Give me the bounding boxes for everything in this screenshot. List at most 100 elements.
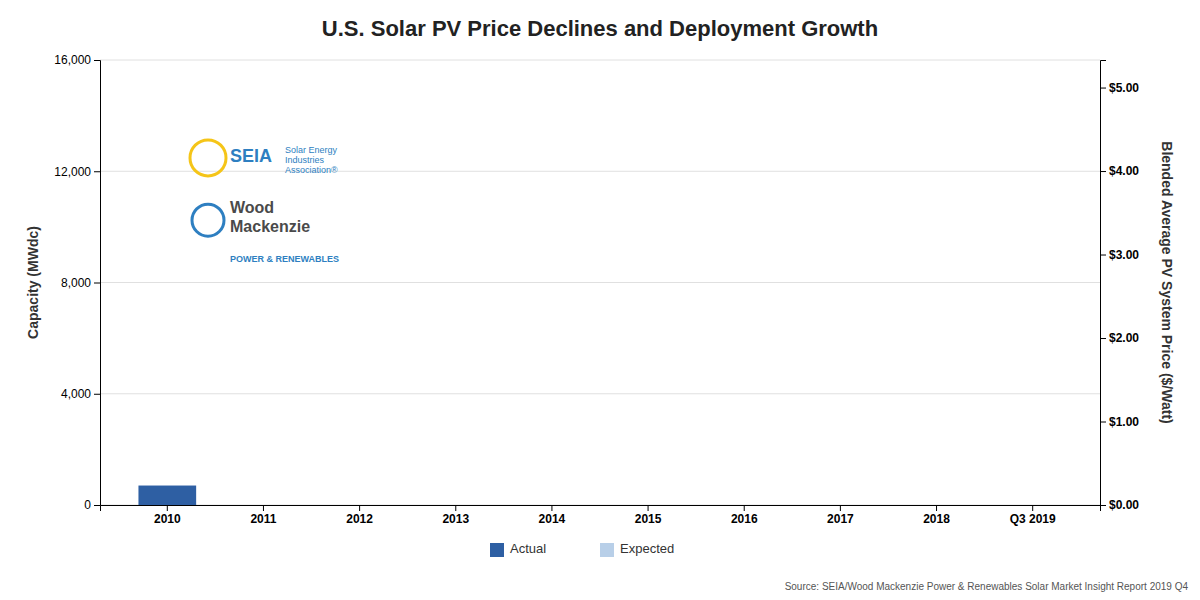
y-tick-mark xyxy=(94,171,100,172)
y-tick-label: 16,000 xyxy=(54,53,91,67)
y-tick-label: 12,000 xyxy=(54,165,91,179)
y2-tick-label: $4.00 xyxy=(1109,164,1139,178)
plot: 2010 2011 2012 2013 2014 2015 2016 2017 2018 Q3 2… xyxy=(54,53,1139,525)
annotation: POWER & RENEWABLES xyxy=(230,254,339,264)
y-tick: 12,000 xyxy=(54,165,100,179)
legend-label: Actual xyxy=(510,541,546,556)
grid-line xyxy=(100,171,1100,172)
y2-tick-mark xyxy=(1100,255,1106,256)
x-tick-label: 2014 xyxy=(539,512,566,526)
grid xyxy=(100,60,1100,505)
chart: 2010 2011 2012 2013 2014 2015 2016 2017 2018 Q3 2… xyxy=(0,0,1200,600)
y2-tick: $0.00 xyxy=(1100,498,1139,512)
y2-axis-title: Blended Average PV System Price ($/Watt) xyxy=(1159,141,1175,423)
y-tick: 4,000 xyxy=(61,387,100,401)
y-axis-title: Capacity (MWdc) xyxy=(25,226,41,339)
x-tick: 2015 xyxy=(635,505,662,526)
y2-tick-mark xyxy=(1100,338,1106,339)
x-tick: 2016 xyxy=(731,505,758,526)
x-tick: 2010 xyxy=(154,505,181,526)
annotation: WoodMackenzie xyxy=(230,200,310,235)
bar xyxy=(619,505,677,506)
bar-series xyxy=(138,486,196,505)
x-tick-label: Q3 2019 xyxy=(1010,512,1056,526)
annotation: SEIA xyxy=(230,146,272,166)
legend-label: Expected xyxy=(620,541,674,556)
y-tick: 16,000 xyxy=(54,53,100,67)
source: Source: SEIA/Wood Mackenzie Power & Rene… xyxy=(785,581,1189,592)
logo-circle xyxy=(190,140,226,176)
bar xyxy=(235,505,293,506)
y-tick-mark xyxy=(94,394,100,395)
y-tick-mark xyxy=(94,283,100,284)
y-tick: 8,000 xyxy=(61,276,100,290)
axis-line xyxy=(1101,61,1107,506)
x-tick: Q3 2019 xyxy=(1010,505,1056,526)
x-tick-mark xyxy=(744,505,745,511)
x-tick: 2014 xyxy=(539,505,566,526)
x-tick-label: 2011 xyxy=(250,512,276,526)
bars xyxy=(138,486,196,505)
x-tick-mark xyxy=(648,505,649,511)
bar xyxy=(427,505,485,506)
x-tick-label: 2017 xyxy=(827,512,854,526)
y2-tick-mark xyxy=(1100,422,1106,423)
x-tick-mark xyxy=(167,505,168,511)
x-axis: 2010 2011 2012 2013 2014 2015 2016 2017 2018 Q3 2… xyxy=(101,505,1101,526)
bar xyxy=(235,505,293,506)
x-tick-mark xyxy=(936,505,937,511)
legend-item: Expected xyxy=(600,541,674,557)
bar xyxy=(331,505,389,506)
x-tick-mark xyxy=(359,505,360,511)
y2-axis: $0.00 $1.00 $2.00 $3.00 $4.00 $5.00 xyxy=(1100,61,1139,513)
x-tick-label: 2012 xyxy=(346,512,373,526)
y2-tick-label: $0.00 xyxy=(1109,498,1139,512)
y2-tick-label: $3.00 xyxy=(1109,248,1139,262)
x-tick-label: 2018 xyxy=(923,512,950,526)
y-tick-label: 4,000 xyxy=(61,387,91,401)
bar xyxy=(1004,505,1062,506)
bar xyxy=(523,505,581,506)
bar xyxy=(138,486,196,505)
y-tick-label: 8,000 xyxy=(61,276,91,290)
legend-swatch xyxy=(600,543,614,557)
x-tick-mark xyxy=(551,505,552,511)
grid-line xyxy=(100,282,1100,283)
title: U.S. Solar PV Price Declines and Deploym… xyxy=(322,16,878,41)
y-tick-mark xyxy=(94,505,100,506)
y-tick: 0 xyxy=(84,498,100,512)
y2-tick-label: $1.00 xyxy=(1109,415,1139,429)
y2-tick-mark xyxy=(1100,88,1106,89)
bar xyxy=(812,505,870,506)
legend: Actual Expected xyxy=(490,541,674,557)
x-tick-mark xyxy=(455,505,456,511)
bar xyxy=(138,505,196,506)
x-tick-label: 2013 xyxy=(442,512,469,526)
x-tick-label: 2010 xyxy=(154,512,181,526)
x-tick: 2012 xyxy=(346,505,373,526)
bar xyxy=(427,505,485,506)
y2-tick-mark xyxy=(1100,171,1106,172)
x-tick: 2013 xyxy=(442,505,469,526)
x-tick: 2017 xyxy=(827,505,854,526)
bar xyxy=(715,505,773,506)
y2-tick: $5.00 xyxy=(1100,81,1139,95)
logo-circle xyxy=(192,204,224,236)
y-tick-mark xyxy=(94,60,100,61)
x-tick: 2011 xyxy=(250,505,276,526)
y2-tick: $2.00 xyxy=(1100,331,1139,345)
bar xyxy=(523,505,581,506)
x-tick: 2018 xyxy=(923,505,950,526)
y2-tick: $4.00 xyxy=(1100,164,1139,178)
x-tick-mark xyxy=(1032,505,1033,511)
bar xyxy=(1004,505,1062,506)
y2-tick-label: $2.00 xyxy=(1109,331,1139,345)
bar xyxy=(908,505,966,506)
legend-swatch xyxy=(490,543,504,557)
axis-line xyxy=(101,506,1101,512)
axis-line xyxy=(94,61,101,506)
y-axis: 0 4,000 8,000 12,000 16,000 xyxy=(54,53,100,512)
bar xyxy=(715,505,773,506)
bar xyxy=(908,505,966,506)
x-tick-mark xyxy=(840,505,841,511)
